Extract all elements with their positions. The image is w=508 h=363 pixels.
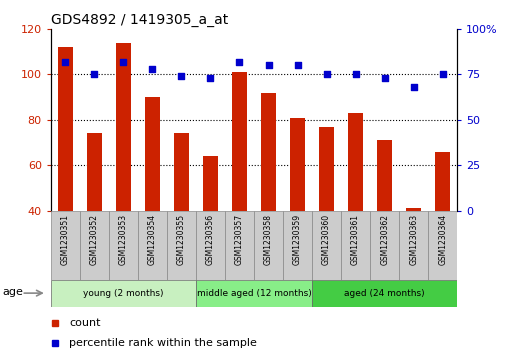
Point [294, 62, 302, 68]
Bar [51, 280, 196, 307]
Point [148, 66, 156, 72]
Bar [145, 97, 160, 211]
Bar [399, 211, 428, 280]
Bar [51, 211, 80, 280]
Text: percentile rank within the sample: percentile rank within the sample [69, 338, 257, 348]
Bar [406, 208, 421, 211]
Bar [370, 211, 399, 280]
Text: GSM1230359: GSM1230359 [293, 214, 302, 265]
Text: GSM1230351: GSM1230351 [61, 214, 70, 265]
Point [61, 59, 70, 65]
Text: middle aged (12 months): middle aged (12 months) [197, 289, 311, 298]
Bar [348, 113, 363, 211]
Text: GSM1230352: GSM1230352 [90, 214, 99, 265]
Bar [312, 280, 457, 307]
Bar [254, 211, 283, 280]
Bar [203, 156, 218, 211]
Bar [261, 93, 276, 211]
Point [380, 75, 389, 81]
Bar [80, 211, 109, 280]
Point [409, 84, 418, 90]
Bar [320, 127, 334, 211]
Bar [87, 133, 102, 211]
Text: GSM1230353: GSM1230353 [119, 214, 128, 265]
Bar [377, 140, 392, 211]
Point [119, 59, 128, 65]
Text: GDS4892 / 1419305_a_at: GDS4892 / 1419305_a_at [51, 13, 228, 26]
Bar [290, 118, 305, 211]
Text: GSM1230357: GSM1230357 [235, 214, 244, 265]
Point [352, 72, 360, 77]
Bar [428, 211, 457, 280]
Bar [225, 211, 254, 280]
Bar [174, 133, 188, 211]
Bar [312, 211, 341, 280]
Point [265, 62, 273, 68]
Bar [341, 211, 370, 280]
Text: GSM1230361: GSM1230361 [351, 214, 360, 265]
Text: GSM1230356: GSM1230356 [206, 214, 215, 265]
Bar [167, 211, 196, 280]
Bar [232, 72, 247, 211]
Point [177, 73, 185, 79]
Text: GSM1230354: GSM1230354 [148, 214, 157, 265]
Point [90, 72, 99, 77]
Text: young (2 months): young (2 months) [83, 289, 164, 298]
Text: GSM1230360: GSM1230360 [322, 214, 331, 265]
Text: GSM1230364: GSM1230364 [438, 214, 447, 265]
Text: GSM1230358: GSM1230358 [264, 214, 273, 265]
Text: age: age [3, 287, 23, 297]
Bar [196, 211, 225, 280]
Text: GSM1230362: GSM1230362 [380, 214, 389, 265]
Point [235, 59, 243, 65]
Bar [116, 42, 131, 211]
Bar [58, 47, 73, 211]
Text: GSM1230363: GSM1230363 [409, 214, 418, 265]
Text: aged (24 months): aged (24 months) [344, 289, 425, 298]
Bar [196, 280, 312, 307]
Bar [138, 211, 167, 280]
Text: count: count [69, 318, 101, 327]
Bar [435, 151, 450, 211]
Point [438, 72, 447, 77]
Text: GSM1230355: GSM1230355 [177, 214, 186, 265]
Point [206, 75, 214, 81]
Bar [109, 211, 138, 280]
Point [323, 72, 331, 77]
Bar [283, 211, 312, 280]
